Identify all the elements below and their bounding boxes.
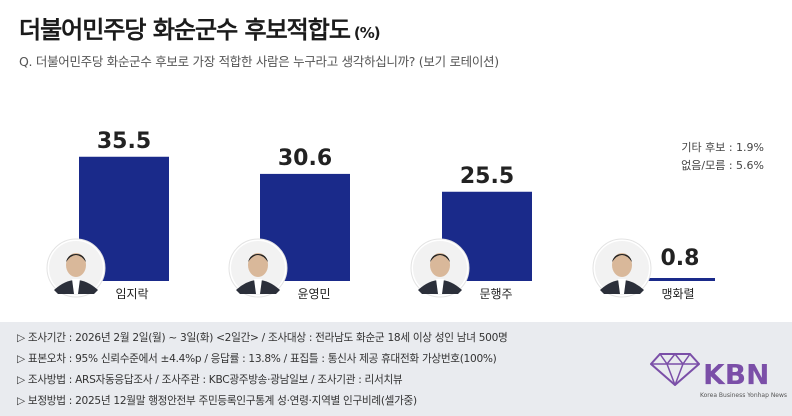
info-line-weighting: ▷ 보정방법 : 2025년 12월말 행정안전부 주민등록인구통계 성·연령·… [17, 395, 417, 407]
info-line-method: ▷ 조사방법 : ARS자동응답조사 / 조사주관 : KBC광주방송·광남일보… [17, 374, 403, 386]
logo-subtitle: Korea Business Yonhap News [700, 392, 788, 399]
data-label: 30.6 [278, 146, 332, 171]
category-label: 임지락 [115, 287, 148, 301]
category-label: 윤영민 [297, 287, 330, 301]
chart-title: 더불어민주당 화순군수 후보적합도 (%) [19, 10, 381, 45]
data-label: 35.5 [97, 129, 151, 154]
info-line-period: ▷ 조사기간 : 2026년 2월 2일(월) ~ 3일(화) <2일간> / … [17, 332, 508, 344]
category-label: 문행주 [479, 286, 512, 301]
survey-question: Q. 더불어민주당 화순군수 후보로 가장 적합한 사람은 누구라고 생각하십니… [19, 54, 499, 69]
info-line-error: ▷ 표본오차 : 95% 신뢰수준에서 ±4.4%p / 응답률 : 13.8%… [17, 353, 497, 365]
logo-text: KBN [703, 358, 770, 391]
title-unit: (%) [353, 24, 381, 42]
others-box: 기타 후보 : 1.9% 없음/모름 : 5.6% [681, 139, 764, 175]
survey-info-panel: ▷ 조사기간 : 2026년 2월 2일(월) ~ 3일(화) <2일간> / … [0, 322, 792, 416]
candidate-avatar [410, 238, 470, 298]
others-none: 없음/모름 : 5.6% [681, 159, 764, 172]
candidate-avatar [46, 238, 106, 298]
category-label: 맹화렬 [661, 287, 694, 301]
bar-chart: 35.5 임지락 30.6 윤영민 25.5 문행주 0.8 맹화렬 [46, 129, 715, 301]
candidate-avatar [592, 238, 652, 298]
diamond-logo-icon [650, 352, 700, 386]
candidate-avatar [228, 238, 288, 298]
data-label: 0.8 [661, 246, 700, 271]
bar [625, 278, 715, 281]
data-label: 25.5 [460, 164, 514, 189]
others-etc: 기타 후보 : 1.9% [681, 141, 764, 154]
title-text: 더불어민주당 화순군수 후보적합도 [19, 16, 351, 44]
